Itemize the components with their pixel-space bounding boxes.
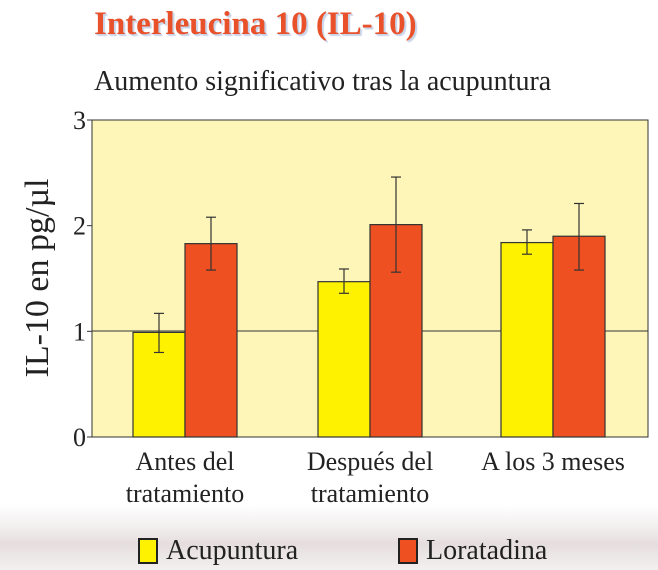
bar-acupuntura [500, 241, 554, 438]
y-axis-ticks: 0 1 2 3 [73, 106, 92, 452]
bar-acupuntura [317, 281, 371, 438]
y-tick-label: 3 [73, 106, 86, 135]
legend-swatch-loratadina [398, 538, 418, 564]
x-category-label: tratamiento [126, 479, 244, 508]
bar-loratadina [184, 243, 238, 438]
legend-label-loratadina: Loratadina [426, 535, 548, 566]
y-tick-label: 2 [73, 212, 86, 241]
x-category-label: Después del [307, 447, 433, 476]
x-axis-labels: Antes del tratamiento Después del tratamien… [126, 447, 625, 508]
x-category-label: tratamiento [311, 479, 429, 508]
y-tick-label: 1 [73, 317, 86, 346]
legend-item-acupuntura: Acupuntura [138, 533, 298, 569]
bars-group [132, 176, 606, 438]
x-category-label: Antes del [136, 447, 235, 476]
x-category-label: A los 3 meses [481, 447, 625, 476]
y-axis-label: IL-10 en pg/µl [19, 179, 56, 378]
y-tick-label: 0 [73, 423, 86, 452]
chart-title: Interleucina 10 (IL-10) [94, 6, 417, 42]
legend-item-loratadina: Loratadina [398, 533, 547, 569]
chart-subtitle: Aumento significativo tras la acupuntura [94, 66, 552, 97]
legend-label-acupuntura: Acupuntura [166, 535, 299, 566]
legend-swatch-acupuntura [138, 538, 158, 564]
bottom-decorative-band [0, 505, 658, 570]
